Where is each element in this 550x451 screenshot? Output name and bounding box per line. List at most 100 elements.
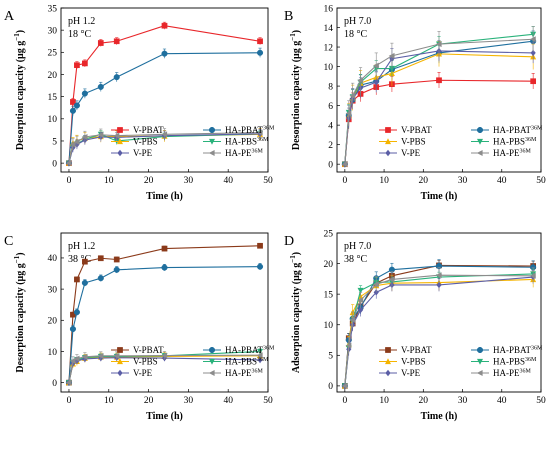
data-point — [73, 309, 80, 316]
data-point — [357, 287, 364, 294]
data-point — [529, 36, 536, 43]
panel-b: 0 10 20 30 40 50 0 2 4 6 8 10 12 14 16 Time (h) Desorpti… — [284, 4, 546, 202]
legend-marker — [385, 347, 391, 353]
legend-marker — [117, 127, 123, 133]
data-point — [530, 49, 536, 57]
legend-name: HA-PE — [225, 368, 252, 378]
y-tick-label: 10 — [48, 348, 58, 358]
panel-letter: B — [284, 9, 293, 24]
legend-marker — [208, 370, 215, 376]
data-point — [436, 77, 442, 84]
y-tick-label: 20 — [48, 71, 58, 81]
legend-name: V-PBAT — [401, 345, 432, 355]
legend-name: V-PBAT — [133, 345, 164, 355]
x-tick-label: 40 — [223, 176, 233, 186]
condition-label: pH 1.2 — [68, 241, 95, 252]
legend-name: HA-PBAT — [493, 125, 532, 135]
data-point — [388, 276, 395, 283]
legend-entry: HA-PE36M — [203, 148, 264, 158]
data-point — [74, 62, 80, 69]
legend-label: V-PBS — [401, 357, 426, 367]
panel-letter: A — [4, 9, 15, 24]
x-tick-label: 0 — [67, 176, 72, 186]
legend-sup: 36M — [520, 369, 532, 375]
data-point — [69, 141, 76, 148]
data-point — [113, 132, 120, 139]
panel-c: 0 10 20 30 40 50 0 10 20 30 40 Time (h) Desorption c… — [4, 232, 275, 422]
y-axis-label: Desorption capacity (μg g−1) — [13, 30, 26, 150]
legend-name: V-PE — [133, 148, 153, 158]
plot-frame — [60, 232, 269, 393]
data-point — [82, 60, 88, 67]
legend-entry: V-PBS — [111, 137, 158, 147]
legend-label: HA-PE36M — [225, 368, 264, 378]
y-tick-label: 6 — [328, 102, 333, 112]
legend-marker — [117, 149, 123, 157]
data-point — [345, 110, 352, 117]
data-point — [113, 256, 120, 263]
x-tick-label: 10 — [104, 396, 114, 406]
x-tick-label: 30 — [458, 176, 468, 186]
data-point — [530, 78, 537, 85]
legend-sup: 36M — [257, 357, 269, 363]
x-axis-label: Time (h) — [146, 191, 183, 202]
legend-name: V-PE — [401, 368, 421, 378]
legend-label: V-PBS — [401, 137, 426, 147]
x-tick-label: 20 — [144, 396, 154, 406]
legend-label: V-PE — [401, 148, 421, 158]
legend-entry: V-PBAT — [111, 345, 164, 355]
data-point — [257, 356, 263, 364]
data-point — [161, 264, 168, 271]
legend-entry: V-PE — [111, 148, 153, 158]
data-point — [97, 275, 104, 282]
legend-name: V-PBS — [401, 137, 426, 147]
legend-marker — [117, 358, 123, 365]
y-axis-label: Desorption capacity (μg g−1) — [289, 30, 302, 150]
legend-entry: HA-PBS36M — [471, 137, 537, 147]
panel-letter: C — [4, 234, 13, 249]
y-axis-label: Desorption capacity (μg g−1) — [13, 252, 26, 372]
series-line — [68, 25, 261, 164]
legend-sup: 36M — [263, 126, 275, 132]
x-tick-label: 20 — [419, 176, 429, 186]
data-point — [257, 242, 263, 249]
x-tick-label: 50 — [536, 396, 546, 406]
legend-marker — [208, 150, 215, 156]
legend-label: HA-PE36M — [493, 368, 532, 378]
legend-marker — [476, 126, 484, 134]
legend-name: HA-PBS — [225, 357, 257, 367]
data-point — [256, 49, 264, 56]
data-point — [97, 131, 104, 138]
condition-label: pH 1.2 — [68, 16, 95, 27]
legend-name: HA-PBAT — [493, 345, 532, 355]
y-axis-label-main: Adsorption capacity (μg g — [291, 263, 302, 373]
series-line — [344, 38, 534, 165]
plot-frame — [60, 7, 269, 173]
x-tick-label: 10 — [379, 396, 389, 406]
y-axis-label-main: Desorption capacity (μg g — [291, 41, 302, 150]
data-point — [97, 255, 104, 262]
legend-marker — [477, 358, 483, 365]
legend-name: HA-PE — [225, 148, 252, 158]
y-tick-label: 20 — [324, 260, 334, 270]
x-tick-label: 50 — [263, 396, 273, 406]
legend-sup: 36M — [531, 126, 543, 132]
data-point — [373, 281, 379, 288]
y-tick-label: 25 — [48, 49, 58, 59]
legend-label: V-PE — [401, 368, 421, 378]
data-point — [357, 306, 364, 314]
data-point — [74, 276, 80, 283]
series-ha-pe-36m — [341, 26, 536, 168]
data-point — [69, 357, 76, 364]
x-tick-label: 0 — [342, 176, 347, 186]
legend-entry: HA-PBAT36M — [203, 345, 275, 355]
legend-label: HA-PBS36M — [493, 357, 537, 367]
legend-label: V-PBAT — [401, 345, 432, 355]
data-point — [81, 90, 88, 97]
x-tick-label: 40 — [223, 396, 233, 406]
x-tick-label: 50 — [536, 176, 546, 186]
x-tick-label: 40 — [497, 176, 507, 186]
y-axis-label-end: ) — [15, 252, 26, 255]
legend-marker — [117, 347, 123, 353]
